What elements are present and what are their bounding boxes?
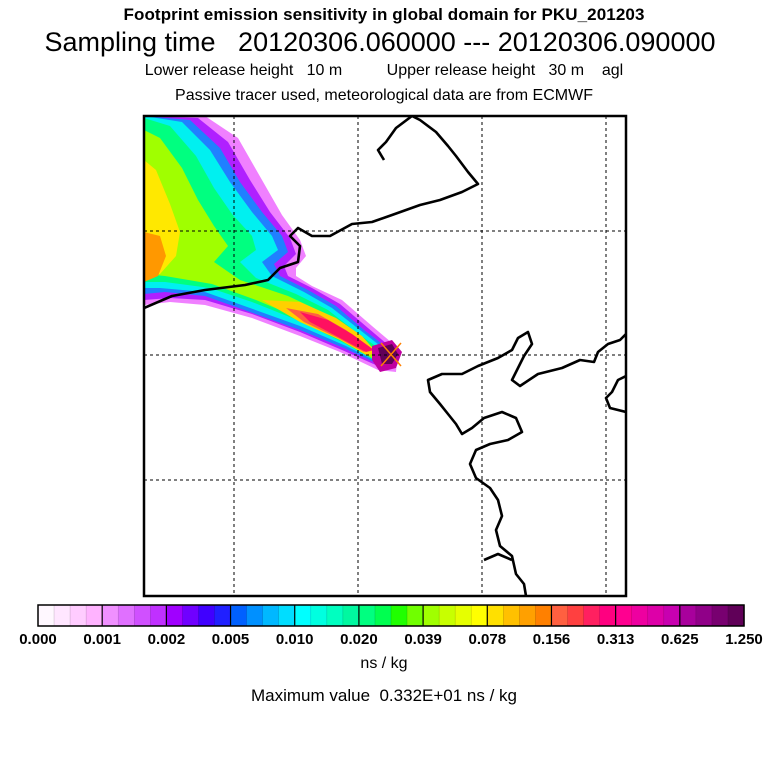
colorbar: [37, 604, 745, 627]
colorbar-swatch: [391, 605, 408, 626]
colorbar-swatch: [182, 605, 200, 626]
plot-title: Footprint emission sensitivity in global…: [123, 5, 645, 24]
colorbar-swatch: [407, 605, 424, 626]
field-level-green: [144, 118, 384, 362]
colorbar-tick-label: 0.313: [597, 631, 635, 648]
colorbar-tick-label: 0.156: [533, 631, 571, 648]
colorbar-swatch: [342, 605, 360, 626]
colorbar-swatch: [551, 605, 569, 626]
colorbar-swatch: [310, 605, 328, 626]
colorbar-tick-label: 0.002: [148, 631, 186, 648]
colorbar-tick-label: 0.078: [469, 631, 507, 648]
colorbar-swatch: [695, 605, 713, 626]
field-level-max-core: [378, 344, 398, 364]
colorbar-swatch: [230, 605, 248, 626]
colorbar-swatch: [358, 605, 376, 626]
colorbar-swatch: [567, 605, 585, 626]
field-level-orange: [144, 232, 166, 282]
units-label: ns / kg: [360, 655, 408, 672]
colorbar-swatch: [294, 605, 312, 626]
sampling-time-title: Sampling time 20120306.060000 --- 201203…: [44, 27, 716, 57]
colorbar-swatch: [599, 605, 617, 626]
colorbar-swatch: [631, 605, 649, 626]
colorbar-swatch: [583, 605, 601, 626]
colorbar-swatch: [455, 605, 472, 626]
colorbar-tick-label: 0.000: [19, 631, 57, 648]
colorbar-swatch: [166, 605, 184, 626]
colorbar-swatch: [439, 605, 456, 626]
colorbar-swatch: [198, 605, 216, 626]
colorbar-swatch: [535, 605, 553, 626]
colorbar-swatch: [615, 605, 633, 626]
colorbar-swatch: [423, 605, 440, 626]
tracer-subtitle: Passive tracer used, meteorological data…: [175, 87, 593, 104]
coastline-east-cape: [604, 374, 626, 414]
colorbar-swatch: [262, 605, 280, 626]
release-height-subtitle: Lower release height 10 m Upper release …: [144, 62, 624, 79]
map-frame: [142, 114, 628, 598]
colorbar-swatch: [38, 605, 55, 626]
colorbar-frame: [37, 604, 745, 627]
colorbar-tick-label: 0.001: [83, 631, 121, 648]
coastline-north-inlet: [376, 116, 413, 161]
colorbar-swatch: [118, 605, 135, 626]
colorbar-tick-label: 0.020: [340, 631, 378, 648]
colorbar-swatch: [278, 605, 296, 626]
coastline-north: [144, 116, 480, 310]
colorbar-swatch: [503, 605, 520, 626]
colorbar-tick-label: 0.625: [661, 631, 699, 648]
colorbar-swatch: [134, 605, 151, 626]
colorbar-swatch: [487, 605, 504, 626]
colorbar-swatch: [727, 605, 745, 626]
colorbar-swatch: [150, 605, 167, 626]
maximum-value-label: Maximum value 0.332E+01 ns / kg: [251, 686, 517, 705]
colorbar-tick-labels: 0.000 0.001 0.002 0.005 0.010 0.020 0.039 0.078…: [19, 631, 763, 648]
colorbar-tick-label: 0.039: [404, 631, 442, 648]
release-point-marker: [380, 342, 402, 367]
colorbar-swatch: [70, 605, 87, 626]
colorbar-swatch: [647, 605, 665, 626]
colorbar-swatch: [519, 605, 537, 626]
colorbar-swatch: [711, 605, 729, 626]
colorbar-swatch: [102, 605, 119, 626]
colorbar-swatch: [214, 605, 232, 626]
colorbar-swatch: [663, 605, 681, 626]
coastline-south-bay: [483, 552, 513, 562]
colorbar-swatch: [86, 605, 103, 626]
colorbar-swatch: [679, 605, 697, 626]
coastlines: [144, 116, 626, 596]
colorbar-swatch: [326, 605, 344, 626]
colorbar-tick-label: 0.010: [276, 631, 314, 648]
colorbar-swatch: [54, 605, 71, 626]
colorbar-swatch: [471, 605, 488, 626]
colorbar-tick-label: 0.005: [212, 631, 250, 648]
colorbar-swatch: [246, 605, 264, 626]
map-grid: [144, 116, 626, 596]
field-level-red-plume: [300, 312, 374, 352]
coastline-peninsula: [426, 330, 626, 596]
colorbar-tick-label: 1.250: [725, 631, 763, 648]
emission-sensitivity-field: [144, 116, 402, 372]
colorbar-swatch: [374, 605, 392, 626]
